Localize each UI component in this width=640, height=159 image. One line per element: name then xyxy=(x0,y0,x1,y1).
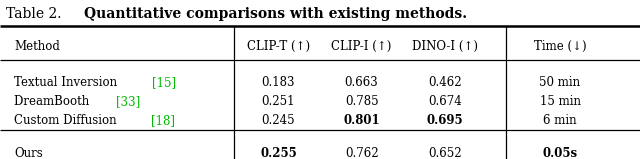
Text: CLIP-T (↑): CLIP-T (↑) xyxy=(247,40,310,53)
Text: 15 min: 15 min xyxy=(540,95,580,108)
Text: 6 min: 6 min xyxy=(543,114,577,128)
Text: 0.255: 0.255 xyxy=(260,147,297,159)
Text: CLIP-I (↑): CLIP-I (↑) xyxy=(332,40,392,53)
Text: Textual Inversion: Textual Inversion xyxy=(14,76,121,89)
Text: 0.695: 0.695 xyxy=(426,114,463,128)
Text: 0.762: 0.762 xyxy=(345,147,378,159)
Text: 0.462: 0.462 xyxy=(428,76,461,89)
Text: 0.245: 0.245 xyxy=(262,114,295,128)
Text: Custom Diffusion: Custom Diffusion xyxy=(14,114,120,128)
Text: 0.801: 0.801 xyxy=(343,114,380,128)
Text: Table 2.: Table 2. xyxy=(6,7,67,21)
Text: 0.05s: 0.05s xyxy=(543,147,577,159)
Text: [15]: [15] xyxy=(152,76,176,89)
Text: Quantitative comparisons with existing methods.: Quantitative comparisons with existing m… xyxy=(84,7,467,21)
Text: 0.183: 0.183 xyxy=(262,76,295,89)
Text: 0.785: 0.785 xyxy=(345,95,378,108)
Text: 50 min: 50 min xyxy=(540,76,580,89)
Text: Ours: Ours xyxy=(14,147,43,159)
Text: 0.652: 0.652 xyxy=(428,147,461,159)
Text: 0.251: 0.251 xyxy=(262,95,295,108)
Text: DreamBooth: DreamBooth xyxy=(14,95,93,108)
Text: Time (↓): Time (↓) xyxy=(534,40,586,53)
Text: [18]: [18] xyxy=(151,114,175,128)
Text: 0.674: 0.674 xyxy=(428,95,461,108)
Text: 0.663: 0.663 xyxy=(345,76,378,89)
Text: [33]: [33] xyxy=(116,95,140,108)
Text: DINO-I (↑): DINO-I (↑) xyxy=(412,40,478,53)
Text: Method: Method xyxy=(14,40,60,53)
